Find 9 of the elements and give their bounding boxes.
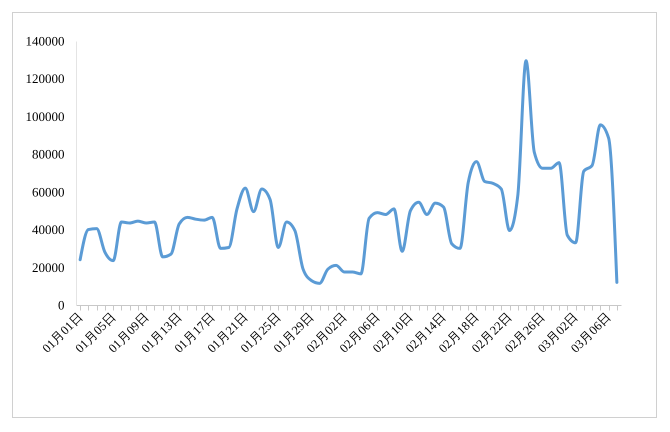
y-tick-label: 60000 — [32, 184, 64, 200]
y-tick-label: 0 — [58, 298, 64, 312]
y-tick-label: 40000 — [32, 222, 64, 238]
y-tick-label: 20000 — [32, 260, 64, 275]
y-tick-label: 100000 — [26, 108, 64, 124]
y-tick-label: 80000 — [32, 146, 64, 162]
line-series — [78, 59, 618, 285]
y-tick-label: 140000 — [26, 34, 64, 48]
y-tick-label: 120000 — [26, 71, 64, 86]
